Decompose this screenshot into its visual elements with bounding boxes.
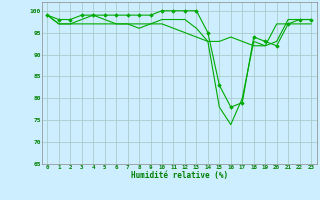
X-axis label: Humidité relative (%): Humidité relative (%) [131,171,228,180]
